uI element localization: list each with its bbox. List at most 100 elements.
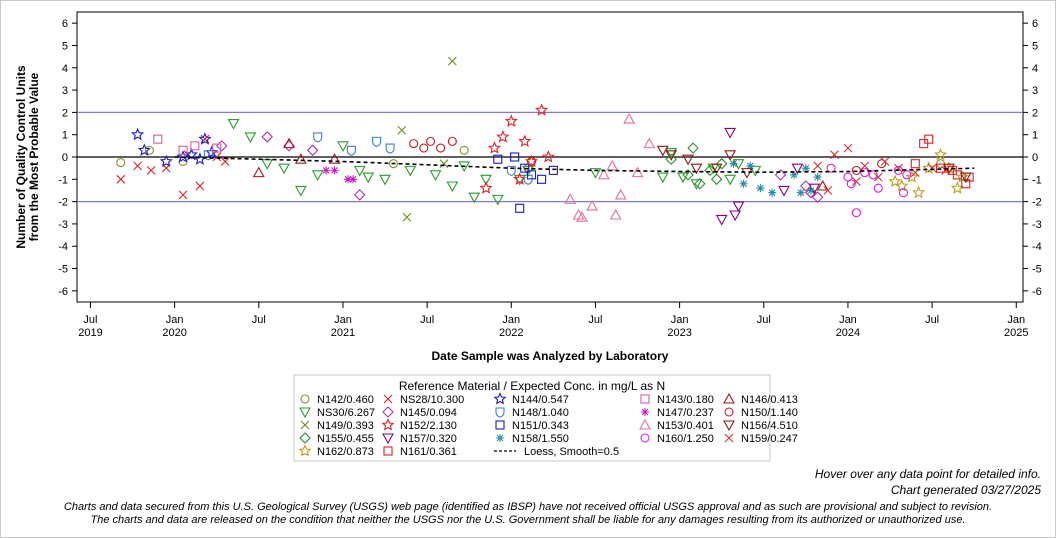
data-point — [768, 188, 777, 197]
legend-label: NS30/6.267 — [317, 407, 375, 419]
data-point — [178, 190, 188, 200]
y-tick-label-left: 1 — [62, 130, 68, 142]
data-point — [510, 152, 520, 162]
data-point — [811, 191, 824, 203]
legend-item: N161/0.361 — [383, 446, 457, 458]
data-point — [133, 161, 142, 171]
data-point — [806, 186, 815, 195]
data-point — [526, 156, 537, 167]
x-tick-label: Jan — [334, 314, 352, 326]
y-tick-label-left: -5 — [58, 264, 68, 276]
legend-label: N160/1.250 — [657, 433, 714, 445]
data-point — [933, 147, 948, 161]
data-point — [690, 179, 703, 190]
legend-item: N162/0.873 — [298, 444, 374, 458]
data-point — [523, 174, 533, 185]
legend-label: N144/0.547 — [512, 394, 569, 406]
y-tick-label-left: 6 — [62, 18, 68, 30]
data-point — [447, 56, 457, 66]
data-point — [860, 161, 870, 171]
data-point — [935, 163, 946, 173]
data-point — [439, 159, 449, 169]
x-tick-label: Jul — [252, 314, 266, 326]
data-point — [459, 145, 469, 155]
legend-item: N142/0.460 — [300, 394, 374, 406]
legend-label: N161/0.361 — [400, 446, 457, 458]
data-point — [564, 193, 577, 204]
data-point — [313, 132, 323, 143]
legend-item: N148/1.040 — [495, 407, 569, 419]
y-tick-label-right: -1 — [1032, 174, 1042, 186]
data-point — [902, 170, 912, 180]
data-point — [337, 141, 349, 152]
legend-title: Reference Material / Expected Conc. in m… — [399, 379, 665, 393]
data-point — [515, 203, 525, 213]
data-point — [493, 154, 503, 164]
y-tick-label-left: 3 — [62, 85, 68, 97]
y-axis-label: Number of Quality Control Unitsfrom the … — [14, 65, 41, 249]
y-tick-label-right: -5 — [1032, 264, 1042, 276]
data-point — [790, 170, 799, 179]
data-point — [732, 201, 745, 213]
data-point — [729, 210, 742, 222]
data-point — [880, 157, 890, 166]
series-n156-4-510 — [656, 145, 972, 184]
legend-symbol — [382, 406, 394, 418]
legend-item: N149/0.393 — [300, 420, 374, 432]
legend-symbol — [299, 432, 311, 444]
legend-symbol — [723, 420, 735, 432]
data-point — [446, 181, 459, 193]
legend-item: N155/0.455 — [299, 432, 374, 445]
y-tick-label-right: 2 — [1032, 107, 1038, 119]
legend-label: N147/0.237 — [657, 407, 714, 419]
legend-symbol — [300, 420, 310, 430]
y-tick-label-right: -4 — [1032, 241, 1042, 253]
series-n160-1-250 — [826, 163, 912, 218]
legend-symbol — [724, 407, 734, 417]
generated-date: Chart generated 03/27/2025 — [890, 483, 1041, 497]
data-point — [419, 143, 429, 153]
x-tick-label: Jul — [420, 314, 434, 326]
data-point — [597, 168, 610, 180]
x-tick-label: Jul — [588, 314, 602, 326]
legend-item: N151/0.343 — [495, 420, 569, 432]
disclaimer-line-2: The charts and data are released on the … — [90, 514, 966, 526]
data-point — [609, 208, 622, 220]
data-point — [203, 150, 213, 161]
data-point — [429, 170, 442, 181]
x-tick-label: Jan — [502, 314, 520, 326]
data-point — [877, 159, 887, 169]
data-point — [496, 129, 510, 143]
y-tick-label-right: 4 — [1032, 63, 1038, 75]
data-point — [868, 170, 878, 180]
data-point — [656, 145, 669, 157]
data-point — [379, 174, 391, 186]
data-point — [244, 132, 257, 144]
x-tick-label: Jan — [839, 314, 857, 326]
disclaimer-line-1: Charts and data secured from this U.S. G… — [63, 501, 993, 513]
legend-item: N160/1.250 — [640, 433, 714, 445]
legend-frame — [293, 374, 771, 462]
y-tick-label-left: -2 — [58, 197, 68, 209]
data-point — [690, 163, 703, 175]
data-point — [137, 143, 151, 156]
legend-symbol — [641, 408, 649, 416]
data-point — [487, 141, 502, 154]
series-n158-1-550 — [729, 159, 822, 197]
data-point — [131, 127, 145, 141]
data-point — [826, 163, 836, 173]
data-point — [665, 147, 678, 159]
data-point — [278, 163, 290, 175]
x-tick-year-label: 2025 — [1004, 327, 1028, 339]
data-point — [322, 166, 331, 175]
legend-item: NS30/6.267 — [299, 407, 375, 419]
data-point — [362, 172, 375, 184]
legend: Reference Material / Expected Conc. in m… — [293, 374, 798, 462]
legend-symbol — [381, 418, 395, 431]
data-point — [910, 159, 920, 169]
data-point — [328, 153, 341, 164]
data-point — [656, 172, 669, 184]
data-point — [468, 192, 481, 204]
legend-label: NS28/10.300 — [400, 394, 464, 406]
